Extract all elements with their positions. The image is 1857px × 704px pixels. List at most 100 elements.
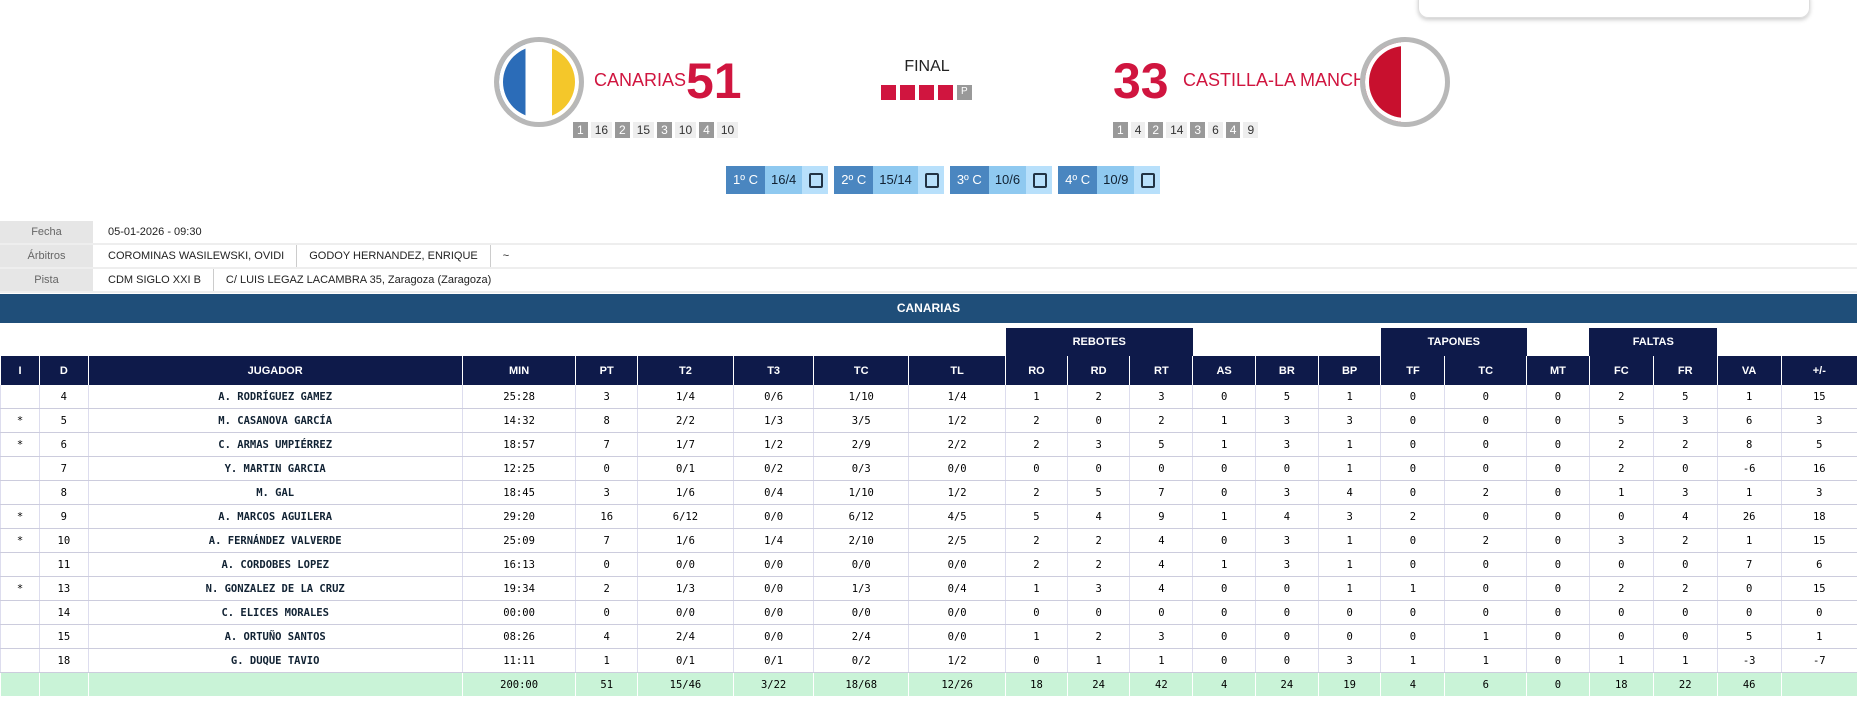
cell: 1: [1588, 648, 1654, 673]
column-header: RO: [1005, 356, 1068, 385]
cell: 0/0: [908, 552, 1006, 577]
cell: 1/2: [908, 648, 1006, 673]
cell: 1: [575, 648, 638, 673]
button-label[interactable]: 4º C: [1058, 166, 1098, 194]
column-header: FC: [1588, 356, 1654, 385]
cell: 5: [1780, 432, 1857, 457]
cell: 0: [1444, 385, 1527, 409]
cell: *: [0, 432, 40, 457]
cell: 2: [1066, 528, 1130, 553]
cell: 1: [1129, 648, 1193, 673]
cell: 3: [1317, 648, 1381, 673]
column-header: TC: [813, 356, 909, 385]
player-row: * 10 A. FERNÁNDEZ VALVERDE 25:09 7 1/6 1/4 2/10…: [0, 528, 1857, 553]
cell: 0: [1192, 456, 1256, 481]
info-value: C/ LUIS LEGAZ LACAMBRA 35, Zaragoza (Zar…: [225, 274, 492, 286]
cell: 15: [1780, 576, 1857, 601]
cell: 1: [1005, 576, 1068, 601]
button-score[interactable]: 10/6: [988, 166, 1027, 194]
column-header: I: [0, 356, 40, 385]
away-quarters: 1 4 2 14 3 6 4 9: [1113, 122, 1259, 138]
total-cell: 24: [1254, 672, 1319, 696]
cell: 14: [39, 600, 89, 625]
cell: 0: [1716, 600, 1782, 625]
cell: 0: [1444, 408, 1527, 433]
home-logo: [494, 37, 584, 127]
cell: 0: [1380, 408, 1445, 433]
button-label[interactable]: 3º C: [949, 166, 989, 194]
quarter-button[interactable]: 3º C 10/6: [949, 166, 1053, 194]
cell: 15: [39, 624, 89, 649]
cell: 0/3: [813, 456, 909, 481]
cell: 0: [1780, 600, 1857, 625]
player-row: 4 A. RODRÍGUEZ GAMEZ 25:28 3 1/4 0/6 1/10 1/4 1 2…: [0, 385, 1857, 409]
cell: 0: [1066, 408, 1130, 433]
cell: 0/0: [908, 624, 1006, 649]
total-cell: 42: [1129, 672, 1193, 696]
cell: 25:09: [461, 528, 576, 553]
cell: 0/0: [636, 552, 734, 577]
cell: 3: [1652, 408, 1718, 433]
cell: 2/4: [813, 624, 909, 649]
cell: 15: [1780, 385, 1857, 409]
cell: 0: [575, 600, 638, 625]
quarter-label: 1: [573, 122, 588, 138]
total-cell: [87, 672, 463, 696]
total-cell: 15/46: [636, 672, 734, 696]
cell: 0: [1066, 456, 1130, 481]
cell: 2: [575, 576, 638, 601]
cell: 7: [39, 456, 89, 481]
cell: 13: [39, 576, 89, 601]
cell: 1: [1192, 552, 1256, 577]
cell: 8: [1716, 432, 1782, 457]
totals-row: 200:00 51 15/46 3/22 18/68 12/26 18 24 42 4 24 19 4 6…: [0, 672, 1857, 696]
cell: A. MARCOS AGUILERA: [87, 504, 463, 529]
cell: 18: [1780, 504, 1857, 529]
cell: 4: [1129, 552, 1193, 577]
cell: 0: [1380, 432, 1445, 457]
column-header: D: [39, 356, 89, 385]
cell: 0: [1588, 552, 1654, 577]
group-empty: [1527, 328, 1590, 356]
period-squares: P: [881, 85, 972, 100]
cell: 18:57: [461, 432, 576, 457]
cell: *: [0, 528, 40, 553]
cell: 1: [1716, 528, 1782, 553]
cell: 16: [575, 504, 638, 529]
dropdown[interactable]: [1418, 0, 1810, 18]
total-cell: 24: [1066, 672, 1130, 696]
cell: 0: [1129, 600, 1193, 625]
download-icon[interactable]: [917, 166, 944, 194]
column-header: MIN: [461, 356, 576, 385]
period-badge: P: [957, 85, 972, 100]
cell: 0: [1317, 624, 1381, 649]
cell: 6/12: [636, 504, 734, 529]
cell: 1: [1317, 576, 1381, 601]
cell: 0: [1005, 600, 1068, 625]
quarter-label: 4: [699, 122, 714, 138]
quarter-button[interactable]: 4º C 10/9: [1058, 166, 1161, 194]
button-label[interactable]: 2º C: [834, 166, 874, 194]
quarter-button[interactable]: 1º C 16/4: [726, 166, 829, 194]
button-score[interactable]: 10/9: [1097, 166, 1135, 194]
cell: -7: [1780, 648, 1857, 673]
download-icon[interactable]: [1134, 166, 1161, 194]
quarter-button[interactable]: 2º C 15/14: [834, 166, 944, 194]
cell: 0: [1526, 648, 1590, 673]
cell: A. ORTUÑO SANTOS: [87, 624, 463, 649]
cell: 0: [1005, 648, 1068, 673]
button-score[interactable]: 16/4: [764, 166, 803, 194]
quarter-buttons: 1º C 16/4 2º C 15/14 3º C 10/6 4º C 10/9: [726, 166, 1161, 194]
button-label[interactable]: 1º C: [726, 166, 765, 194]
cell: *: [0, 504, 40, 529]
cell: 3: [1254, 432, 1319, 457]
cell: 2: [1652, 576, 1718, 601]
header-row: I D JUGADOR MIN PT T2 T3 TC TL RO RD RT AS BR BP TF TC MT…: [0, 356, 1857, 385]
cell: 0: [1380, 385, 1445, 409]
download-icon[interactable]: [1026, 166, 1053, 194]
info-row: Árbitros COROMINAS WASILEWSKI, OVIDI GODOY…: [0, 245, 1857, 269]
button-score[interactable]: 15/14: [873, 166, 918, 194]
cell: 1: [1005, 385, 1068, 409]
total-cell: 200:00: [461, 672, 576, 696]
download-icon[interactable]: [802, 166, 829, 194]
